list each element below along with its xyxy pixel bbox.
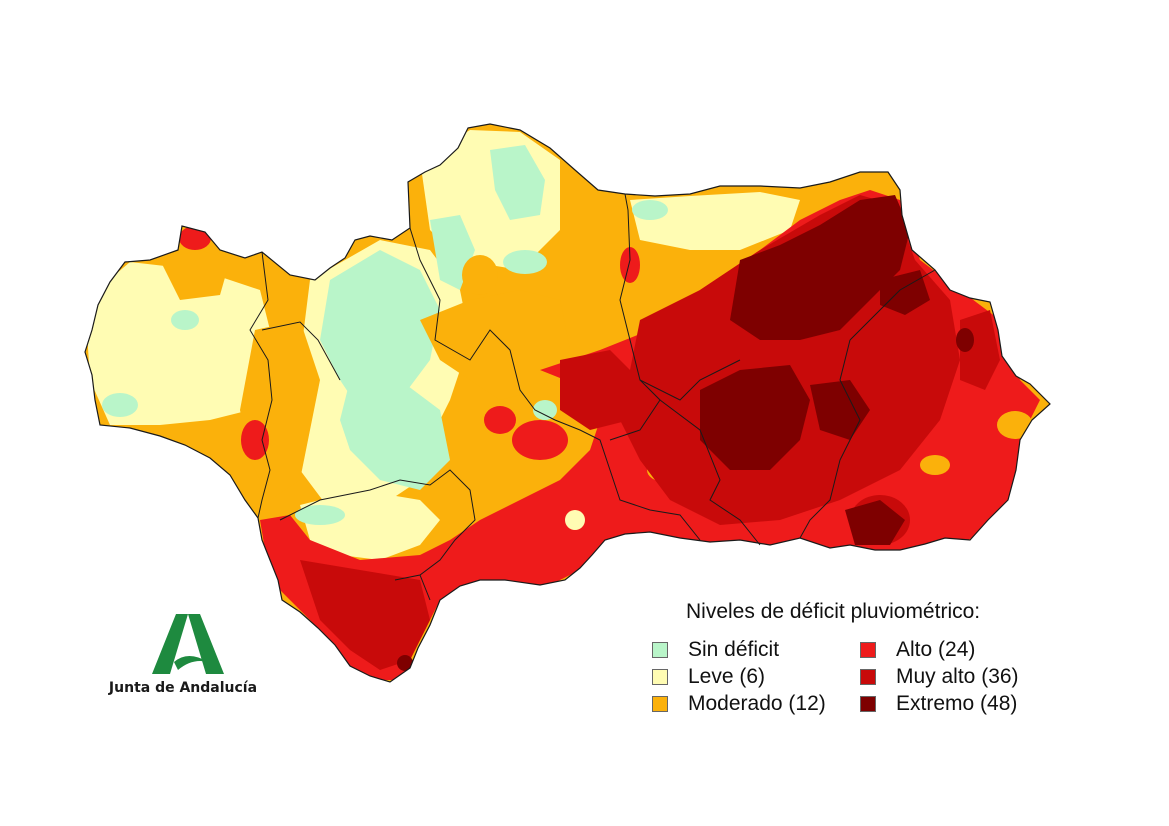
province-borders xyxy=(249,193,936,601)
logo-text: Junta de Andalucía xyxy=(108,680,258,696)
legend-item: Moderado (12) xyxy=(652,690,826,717)
legend-swatch-extremo xyxy=(860,695,876,712)
legend-swatch-muy-alto xyxy=(860,668,876,685)
legend-item: Muy alto (36) xyxy=(860,663,1019,690)
legend-column-1: Sin déficit Leve (6) Moderado (12) xyxy=(652,636,826,717)
legend-swatch-alto xyxy=(860,641,876,658)
legend-label: Moderado (12) xyxy=(688,691,826,715)
legend-item: Alto (24) xyxy=(860,636,1019,663)
legend-swatch-sin-deficit xyxy=(652,641,668,658)
junta-logo: Junta de Andalucía xyxy=(108,612,268,702)
legend-swatch-moderado xyxy=(652,695,668,712)
junta-a-icon xyxy=(152,614,224,674)
legend-swatch-leve xyxy=(652,668,668,685)
legend-label: Sin déficit xyxy=(688,637,780,661)
legend-label: Leve (6) xyxy=(688,664,766,688)
legend-item: Leve (6) xyxy=(652,663,826,690)
legend-label: Muy alto (36) xyxy=(896,664,1019,688)
legend-label: Extremo (48) xyxy=(896,691,1018,715)
legend-item: Extremo (48) xyxy=(860,690,1019,717)
legend-item: Sin déficit xyxy=(652,636,826,663)
legend-column-2: Alto (24) Muy alto (36) Extremo (48) xyxy=(860,636,1019,717)
legend-title: Niveles de déficit pluviométrico: xyxy=(686,600,981,623)
legend-label: Alto (24) xyxy=(896,637,976,661)
